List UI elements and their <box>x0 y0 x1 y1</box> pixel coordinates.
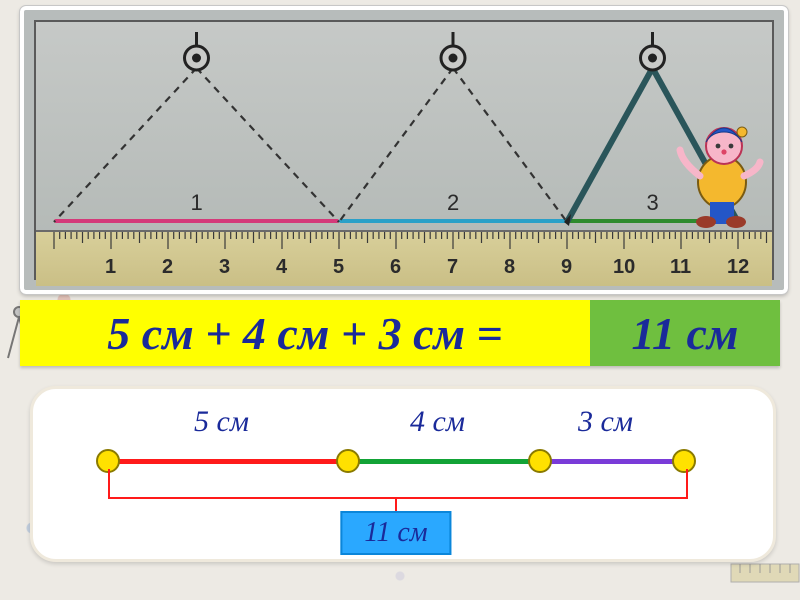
compass-2 <box>327 32 579 228</box>
ruler-number-10: 10 <box>613 256 635 279</box>
segment-line-2 <box>348 459 540 464</box>
equation-answer: 11 см <box>632 307 739 360</box>
ruler-number-8: 8 <box>504 256 515 279</box>
segment-line-1 <box>108 459 348 464</box>
segment-diagram-panel: 5 см 4 см 3 см 11 см <box>30 386 776 562</box>
ruler-number-1: 1 <box>105 256 116 279</box>
segment-line-3 <box>540 459 684 464</box>
ruler-icon <box>730 563 800 594</box>
ruler: 123456789101112 <box>36 230 772 286</box>
equation-answer-bg: 11 см <box>590 300 780 366</box>
segment-label-3: 3 см <box>578 405 633 439</box>
textbook-photo-frame: 123123456789101112 <box>20 6 788 294</box>
ruler-number-6: 6 <box>390 256 401 279</box>
segment-label-1: 5 см <box>194 405 249 439</box>
ruler-number-5: 5 <box>333 256 344 279</box>
ruler-number-4: 4 <box>276 256 287 279</box>
ruler-number-3: 3 <box>219 256 230 279</box>
compass-1 <box>42 32 351 228</box>
textbook-photo: 123123456789101112 <box>34 20 774 280</box>
ruler-number-7: 7 <box>447 256 458 279</box>
ruler-number-2: 2 <box>162 256 173 279</box>
ruler-number-12: 12 <box>727 256 749 279</box>
segment-label-2: 4 см <box>410 405 465 439</box>
total-length-box: 11 см <box>340 511 451 555</box>
equation-expression: 5 см + 4 см + 3 см = <box>107 307 502 360</box>
equation-bar: 5 см + 4 см + 3 см = 11 см <box>20 300 780 366</box>
total-bracket <box>108 469 688 499</box>
equation-expression-bg: 5 см + 4 см + 3 см = <box>20 300 590 366</box>
child-character <box>676 112 764 235</box>
ruler-number-11: 11 <box>670 256 691 279</box>
ruler-number-9: 9 <box>561 256 572 279</box>
